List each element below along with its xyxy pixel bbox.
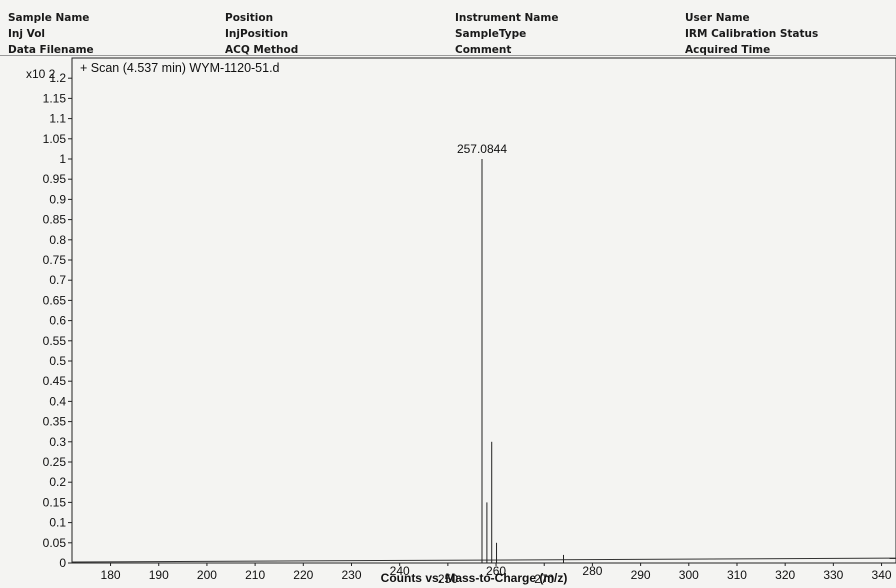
acq-method-label: ACQ Method bbox=[225, 44, 299, 56]
y-tick-label: 0.05 bbox=[43, 536, 67, 550]
y-tick-label: 0.5 bbox=[49, 354, 66, 368]
sample-type-label: SampleType bbox=[455, 28, 527, 40]
y-tick-label: 0.85 bbox=[43, 213, 67, 227]
y-tick-label: 0.55 bbox=[43, 334, 67, 348]
y-tick-label: 1 bbox=[59, 152, 66, 166]
y-tick-label: 0.6 bbox=[49, 314, 66, 328]
comment-label: Comment bbox=[455, 44, 512, 56]
report-header: Sample Name Inj Vol Data Filename Positi… bbox=[0, 0, 896, 58]
inj-vol-label: Inj Vol bbox=[8, 28, 46, 40]
inj-position-label: InjPosition bbox=[225, 28, 289, 40]
plot-frame bbox=[71, 57, 896, 564]
x-tick-label: 290 bbox=[631, 568, 651, 582]
y-tick-label: 0.9 bbox=[49, 192, 66, 206]
x-tick-label: 260 bbox=[486, 564, 506, 578]
y-tick-label: 0.65 bbox=[43, 293, 67, 307]
x-tick-label: 330 bbox=[823, 568, 843, 582]
y-tick-label: 1.05 bbox=[43, 132, 67, 146]
x-tick-label: 200 bbox=[197, 568, 217, 582]
x-axis-label: Counts vs. Mass-to-Charge (m/z) bbox=[381, 571, 568, 585]
y-tick-label: 0.35 bbox=[43, 415, 67, 429]
x-tick-label: 220 bbox=[293, 568, 313, 582]
y-tick-label: 1.2 bbox=[49, 71, 66, 85]
sample-name-label: Sample Name bbox=[8, 12, 90, 24]
y-tick-label: 0.75 bbox=[43, 253, 67, 267]
y-tick-label: 1.15 bbox=[43, 91, 67, 105]
y-tick-label: 0.4 bbox=[49, 394, 66, 408]
x-tick-label: 240 bbox=[390, 564, 410, 578]
x-tick-label: 230 bbox=[341, 568, 361, 582]
y-tick-label: 0.2 bbox=[49, 475, 66, 489]
y-tick-label: 0.15 bbox=[43, 495, 67, 509]
x-tick-label: 250 bbox=[438, 572, 458, 586]
y-tick-label: 0.25 bbox=[43, 455, 67, 469]
instrument-name-label: Instrument Name bbox=[455, 12, 559, 24]
y-tick-label: 0.45 bbox=[43, 374, 67, 388]
y-tick-label: 0.1 bbox=[49, 516, 66, 530]
y-tick-label: 0.8 bbox=[49, 233, 66, 247]
x-tick-label: 310 bbox=[727, 568, 747, 582]
x-tick-label: 300 bbox=[679, 568, 699, 582]
y-tick-label: 0.3 bbox=[49, 435, 66, 449]
header-divider bbox=[0, 55, 896, 56]
acquired-time-label: Acquired Time bbox=[685, 44, 771, 56]
y-tick-label: 0.95 bbox=[43, 172, 67, 186]
y-multiplier: x10 2 bbox=[26, 67, 56, 81]
chart-title: + Scan (4.537 min) WYM-1120-51.d bbox=[80, 61, 280, 75]
irm-calibration-status-label: IRM Calibration Status bbox=[685, 28, 819, 40]
x-tick-label: 180 bbox=[101, 568, 121, 582]
y-tick-label: 0 bbox=[59, 556, 66, 570]
x-tick-label: 190 bbox=[149, 568, 169, 582]
data-filename-label: Data Filename bbox=[8, 44, 94, 56]
y-tick-label: 1.1 bbox=[49, 112, 66, 126]
spectrum-baseline bbox=[71, 557, 896, 563]
x-tick-label: 210 bbox=[245, 568, 265, 582]
x-tick-label: 340 bbox=[872, 568, 892, 582]
y-tick-label: 0.7 bbox=[49, 273, 66, 287]
x-tick-label: 320 bbox=[775, 568, 795, 582]
position-label: Position bbox=[225, 12, 274, 24]
user-name-label: User Name bbox=[685, 12, 750, 24]
peak-label: 257.0844 bbox=[457, 142, 507, 156]
x-tick-label: 270 bbox=[534, 572, 554, 586]
x-tick-label: 280 bbox=[582, 564, 602, 578]
